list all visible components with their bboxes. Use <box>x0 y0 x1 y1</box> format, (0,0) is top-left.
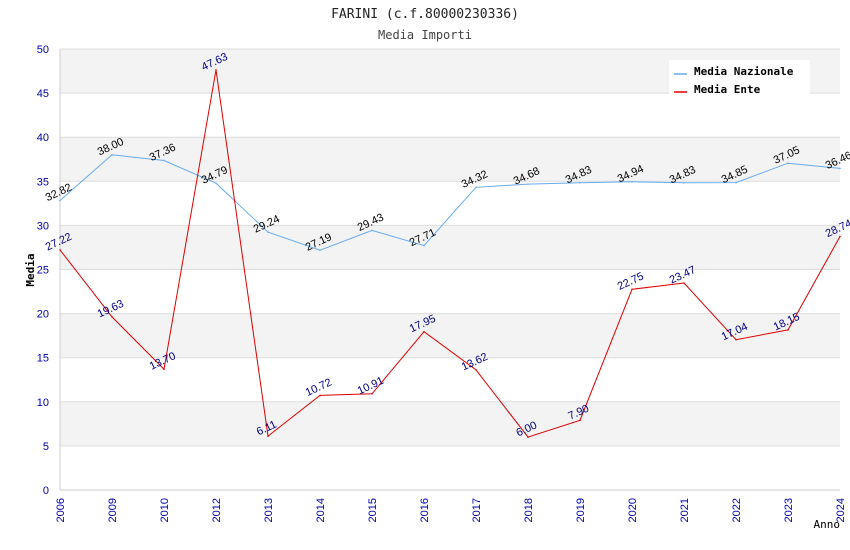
x-tick-label: 2006 <box>55 498 67 522</box>
legend-label-ente: Media Ente <box>694 83 761 96</box>
x-axis-label: Anno <box>814 518 841 531</box>
x-tick-labels: 2006 2009 2010 2012 2013 2014 2015 2016 2017 2018… <box>55 498 847 522</box>
data-point <box>371 229 373 232</box>
series-lines <box>59 69 841 438</box>
x-tick-label: 2022 <box>731 498 743 522</box>
data-point <box>787 329 789 331</box>
data-point <box>215 182 217 184</box>
y-axis-label: Media <box>24 253 37 286</box>
y-tick-label: 30 <box>37 220 49 232</box>
legend-box <box>669 60 810 98</box>
data-point <box>163 368 165 370</box>
data-point <box>111 316 113 318</box>
data-point <box>59 249 61 251</box>
x-tick-label: 2014 <box>315 498 327 522</box>
x-tick-label: 2010 <box>159 498 171 522</box>
y-tick-label: 15 <box>37 353 49 365</box>
y-tick-label: 40 <box>37 132 49 144</box>
x-tick-label: 2012 <box>211 498 223 522</box>
data-point <box>735 181 737 184</box>
y-tick-labels: 0 5 10 15 20 25 30 35 40 45 50 <box>37 44 49 497</box>
data-point <box>839 235 841 238</box>
plot-band <box>60 137 840 182</box>
y-tick-label: 0 <box>43 485 49 497</box>
chart-subtitle: Media Importi <box>378 28 472 42</box>
x-tick-label: 2018 <box>523 498 535 522</box>
data-point <box>475 369 477 371</box>
data-point <box>423 244 425 247</box>
y-tick-label: 5 <box>43 441 49 453</box>
plot-bands <box>60 49 840 490</box>
y-tick-label: 20 <box>37 309 49 321</box>
y-tick-label: 35 <box>37 176 49 188</box>
data-point <box>267 435 269 437</box>
data-point <box>683 282 685 284</box>
data-point <box>631 181 633 183</box>
data-point <box>579 181 581 184</box>
data-point <box>111 154 113 156</box>
data-point <box>163 159 165 162</box>
x-tick-label: 2015 <box>367 498 379 522</box>
data-point <box>423 330 425 333</box>
plot-band <box>60 357 840 402</box>
x-tick-label: 2024 <box>835 498 847 522</box>
x-tick-label: 2021 <box>679 498 691 522</box>
y-tick-label: 10 <box>37 397 49 409</box>
data-point <box>579 419 581 422</box>
legend: Media Nazionale Media Ente <box>669 60 810 98</box>
x-tick-label: 2016 <box>419 498 431 522</box>
plot-band <box>60 445 840 490</box>
data-point <box>59 199 61 202</box>
plot-band <box>60 401 840 446</box>
data-point <box>319 249 321 251</box>
y-tick-label: 45 <box>37 88 49 100</box>
series-line-ente <box>59 69 841 438</box>
y-tick-label: 50 <box>37 44 49 56</box>
data-point <box>683 181 685 184</box>
legend-label-nazionale: Media Nazionale <box>694 65 794 78</box>
x-tick-label: 2023 <box>783 498 795 522</box>
series-line-nazionale <box>59 154 841 251</box>
x-tick-label: 2017 <box>471 498 483 522</box>
axes <box>59 49 840 491</box>
data-point <box>631 288 633 291</box>
plot-band <box>60 225 840 270</box>
x-tick-label: 2013 <box>263 498 275 522</box>
data-point <box>371 392 373 395</box>
chart-title: FARINI (c.f.80000230336) <box>331 7 519 22</box>
data-point <box>735 338 737 341</box>
plot-band <box>60 181 840 226</box>
data-point <box>787 162 789 165</box>
x-tick-label: 2009 <box>107 498 119 522</box>
y-tick-label: 25 <box>37 265 49 277</box>
x-tick-label: 2019 <box>575 498 587 522</box>
data-point <box>319 394 321 397</box>
data-point <box>267 231 269 233</box>
data-point <box>475 186 477 189</box>
plot-band <box>60 269 840 314</box>
data-point <box>527 183 529 185</box>
data-point <box>215 69 217 71</box>
data-point <box>839 167 841 170</box>
data-point <box>527 436 529 438</box>
plot-band <box>60 93 840 138</box>
x-tick-label: 2020 <box>627 498 639 522</box>
